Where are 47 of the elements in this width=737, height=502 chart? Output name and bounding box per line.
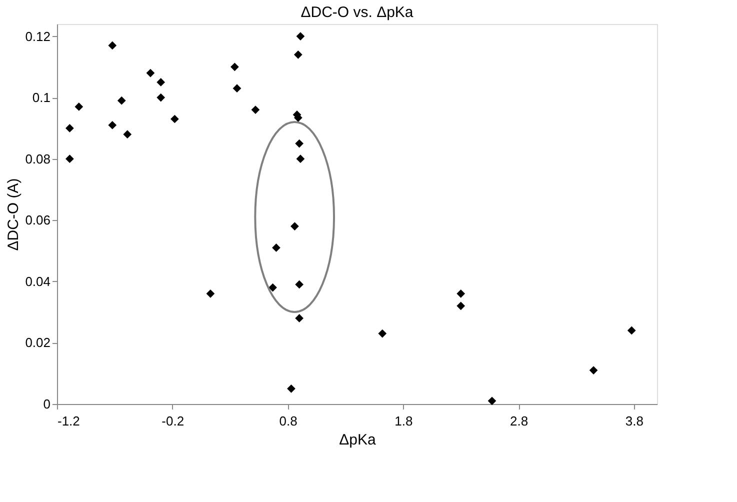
point <box>378 329 387 338</box>
point <box>287 384 296 393</box>
point <box>206 289 215 298</box>
point <box>66 154 74 164</box>
point <box>295 139 304 148</box>
point <box>295 314 304 322</box>
point <box>146 68 155 78</box>
point <box>294 50 302 59</box>
point <box>156 93 166 102</box>
point <box>488 396 496 406</box>
y-tick-label: 0.04 <box>25 274 50 289</box>
x-tick-label: 1.8 <box>394 414 413 428</box>
point <box>295 280 304 289</box>
y-tick-label: 0 <box>43 396 50 412</box>
point <box>123 130 132 139</box>
point <box>230 62 239 72</box>
point <box>232 84 242 93</box>
x-tick-label: 3.8 <box>625 414 644 428</box>
point <box>272 244 280 252</box>
y-tick-label: 0.08 <box>25 151 50 166</box>
point <box>268 283 277 292</box>
point <box>456 289 466 298</box>
x-tick-label: -1.2 <box>58 414 80 428</box>
point <box>296 154 305 164</box>
point <box>66 124 74 132</box>
point <box>251 106 260 114</box>
point <box>117 96 126 105</box>
x-axis-title: ΔpKa <box>339 432 377 448</box>
point <box>296 32 305 40</box>
y-tick-label: 0.1 <box>32 90 50 106</box>
x-tick-label: -0.2 <box>162 414 184 428</box>
point <box>108 41 117 50</box>
chart-title: ΔDC-O vs. ΔpKa <box>300 4 414 21</box>
x-tick-label: 2.8 <box>510 414 528 428</box>
y-tick-label: 0.02 <box>25 335 50 350</box>
point <box>456 302 466 310</box>
y-axis-title: ΔDC-O (A) <box>5 178 22 251</box>
y-tick-label: 0.12 <box>25 28 50 44</box>
point <box>589 366 598 374</box>
point <box>627 326 636 335</box>
point <box>156 78 166 86</box>
y-tick-label: 0.06 <box>25 212 50 228</box>
point <box>170 114 179 124</box>
x-tick-label: 0.8 <box>279 414 298 428</box>
point <box>74 102 84 111</box>
point <box>108 120 117 130</box>
point <box>290 222 299 230</box>
